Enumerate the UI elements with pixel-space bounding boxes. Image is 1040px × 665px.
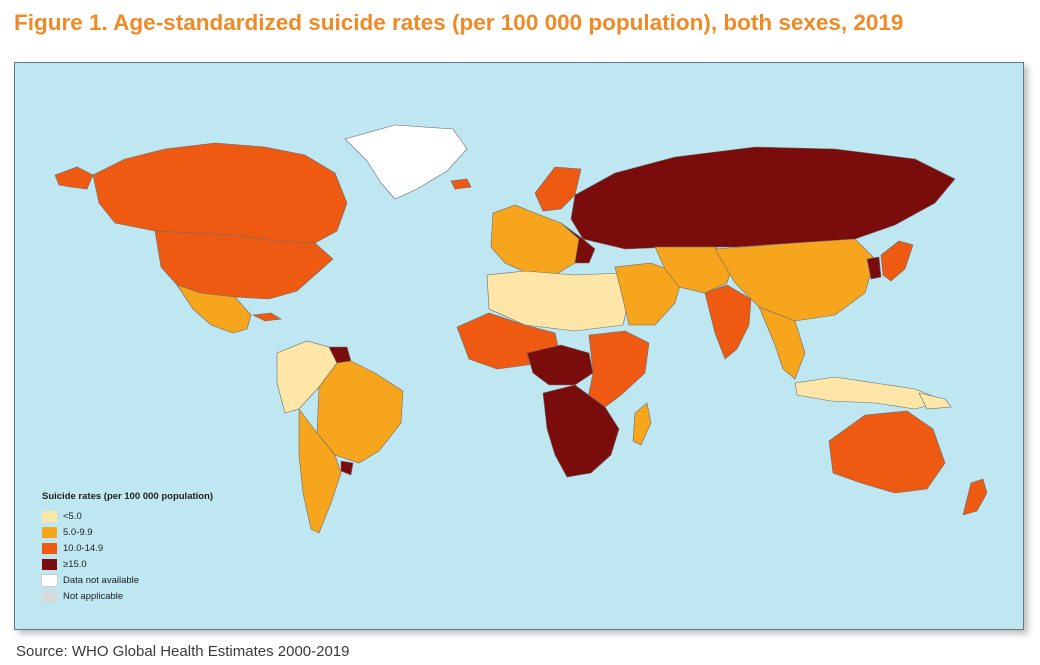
region-southeast-asia: [758, 306, 806, 380]
region-east-africa: [586, 330, 650, 408]
legend-item-5-to-9-9: 5.0-9.9: [42, 524, 282, 540]
region-india: [704, 284, 752, 360]
legend-item-not-applicable: Not applicable: [42, 588, 282, 604]
map-legend: Suicide rates (per 100 000 population) <…: [41, 491, 282, 604]
source-note: Source: WHO Global Health Estimates 2000…: [16, 643, 350, 660]
figure-title: Figure 1. Age-standardized suicide rates…: [14, 10, 904, 35]
legend-item-15-plus: ≥15.0: [42, 556, 282, 572]
legend-swatch: [42, 558, 57, 570]
region-china: [714, 238, 876, 322]
region-brazil: [316, 360, 404, 464]
legend-title: Suicide rates (per 100 000 population): [42, 491, 214, 502]
region-greenland: [344, 124, 468, 200]
region-canada: [92, 142, 348, 244]
legend-swatch: [42, 542, 57, 554]
region-madagascar: [632, 402, 652, 446]
legend-label: ≥15.0: [63, 558, 87, 570]
region-uruguay: [340, 460, 354, 476]
region-alaska: [54, 166, 94, 190]
legend-item-no-data: Data not available: [41, 572, 282, 588]
legend-label: <5.0: [63, 510, 82, 522]
region-mexico: [176, 284, 252, 334]
region-eastern-europe: [560, 222, 596, 264]
region-western-europe: [490, 204, 580, 276]
legend-label: Not applicable: [63, 590, 124, 602]
legend-swatch: [42, 510, 57, 522]
region-indonesia: [794, 376, 946, 410]
region-russia: [570, 146, 956, 250]
region-cuba: [251, 312, 282, 322]
legend-item-under-5: <5.0: [42, 508, 282, 524]
region-japan: [880, 240, 914, 282]
region-middle-east: [614, 262, 684, 326]
region-iceland: [450, 178, 472, 190]
region-southern-south-america: [298, 408, 342, 534]
legend-swatch: [42, 526, 57, 538]
legend-item-10-to-14-9: 10.0-14.9: [42, 540, 282, 556]
region-new-zealand: [962, 478, 988, 516]
region-papua-new-guinea: [918, 392, 952, 410]
region-australia: [828, 410, 946, 494]
region-korea: [866, 256, 882, 280]
legend-label: 10.0-14.9: [63, 542, 104, 554]
legend-label: 5.0-9.9: [63, 526, 93, 538]
region-southern-africa: [542, 384, 620, 478]
world-map-svg: [54, 124, 988, 534]
legend-label: Data not available: [63, 574, 140, 586]
legend-swatch: [41, 573, 58, 587]
region-central-africa: [526, 344, 594, 386]
legend-swatch: [42, 590, 57, 602]
world-map: Suicide rates (per 100 000 population) <…: [14, 62, 1024, 630]
